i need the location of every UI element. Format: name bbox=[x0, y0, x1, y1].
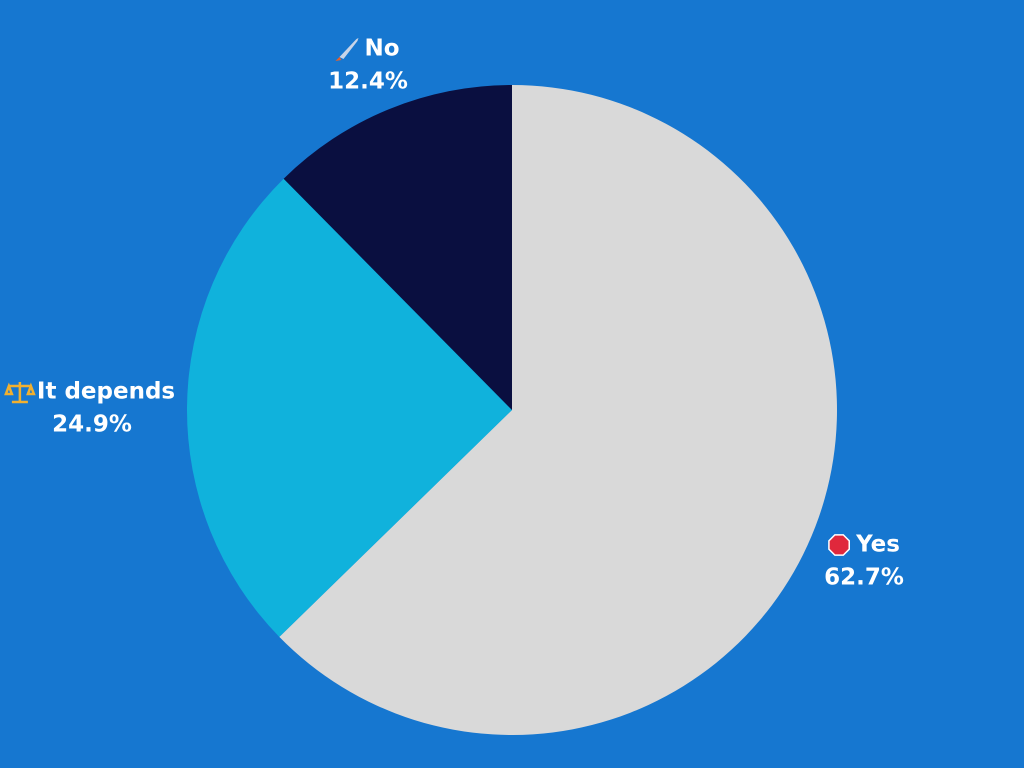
pie-slice bbox=[186, 178, 512, 637]
category-label: It depends bbox=[37, 379, 175, 405]
value-label: 24.9% bbox=[52, 412, 132, 438]
value-label: 62.7% bbox=[824, 565, 904, 591]
slice-label: It depends 24.9% bbox=[4, 379, 175, 438]
value-label: 12.4% bbox=[328, 69, 408, 95]
category-label: Yes bbox=[855, 532, 900, 558]
pie-slice bbox=[279, 85, 838, 735]
category-label: No bbox=[364, 36, 399, 62]
pie bbox=[186, 85, 838, 735]
slice-label: No 12.4% bbox=[328, 36, 408, 95]
rocket-flame bbox=[335, 57, 342, 61]
pie-slice bbox=[283, 85, 512, 410]
labels: Yes 62.7% It depends 24.9% No 12.4% bbox=[4, 36, 904, 591]
rocket-icon bbox=[339, 38, 359, 59]
stop-icon bbox=[828, 534, 850, 556]
slice-label: Yes 62.7% bbox=[824, 532, 904, 591]
scale-icon bbox=[4, 382, 36, 404]
